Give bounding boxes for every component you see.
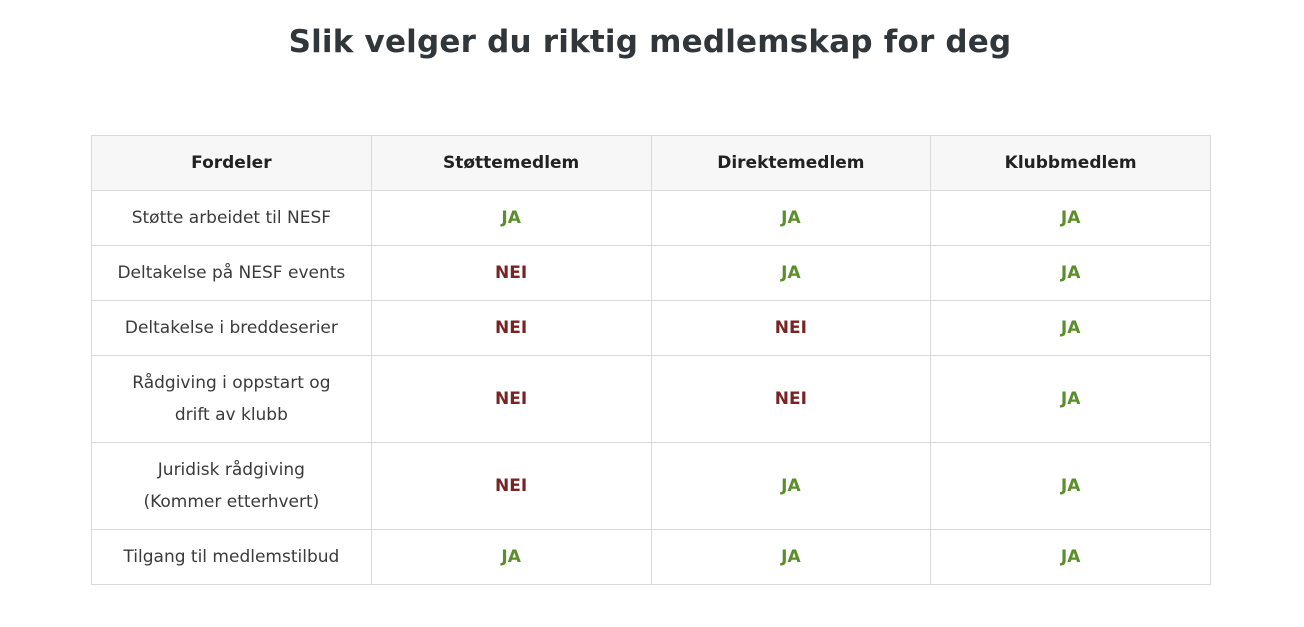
value-cell: NEI [370, 442, 652, 530]
benefit-label-line: Juridisk rådgiving [157, 460, 305, 480]
value-cell: JA [650, 190, 932, 246]
value-cell: JA [370, 190, 652, 246]
membership-value: JA [501, 208, 521, 228]
page-title: Slik velger du riktig medlemskap for deg [288, 24, 1012, 60]
benefit-cell: Deltakelse i breddeserier [91, 300, 372, 356]
value-cell: JA [930, 190, 1211, 246]
value-cell: NEI [370, 300, 652, 356]
value-cell: NEI [370, 245, 652, 301]
membership-value: JA [781, 476, 801, 496]
value-cell: JA [930, 442, 1211, 530]
table-row: Støtte arbeidet til NESF JA JA JA [91, 190, 1211, 246]
benefit-label: Støtte arbeidet til NESF [131, 208, 332, 228]
value-cell: JA [930, 245, 1211, 301]
membership-value: JA [1060, 389, 1081, 409]
membership-comparison-table: Fordeler Støttemedlem Direktemedlem Klub… [91, 135, 1211, 585]
value-cell: JA [930, 300, 1211, 356]
table-row: Rådgiving i oppstart og drift av klubb NE… [91, 355, 1211, 443]
membership-value: JA [501, 547, 521, 567]
value-cell: JA [930, 355, 1211, 443]
benefit-label: Deltakelse på NESF events [117, 263, 346, 283]
benefit-label-line: (Kommer etterhvert) [143, 492, 320, 512]
table-row: Tilgang til medlemstilbud JA JA JA [91, 529, 1211, 585]
membership-value: JA [1060, 263, 1081, 283]
benefit-label: Tilgang til medlemstilbud [123, 547, 340, 567]
table-row: Deltakelse i breddeserier NEI NEI JA [91, 300, 1211, 356]
membership-value: NEI [495, 476, 528, 496]
benefit-cell: Rådgiving i oppstart og drift av klubb [91, 355, 372, 443]
membership-value: JA [1060, 318, 1081, 338]
membership-value: NEI [774, 389, 807, 409]
membership-value: NEI [495, 318, 528, 338]
benefit-cell: Juridisk rådgiving (Kommer etterhvert) [91, 442, 372, 530]
header-benefits: Fordeler [91, 135, 372, 191]
benefit-cell: Tilgang til medlemstilbud [91, 529, 372, 585]
value-cell: NEI [650, 355, 932, 443]
benefit-label-line: drift av klubb [174, 405, 288, 425]
benefit-cell: Støtte arbeidet til NESF [91, 190, 372, 246]
membership-value: JA [1060, 547, 1081, 567]
benefit-cell: Deltakelse på NESF events [91, 245, 372, 301]
membership-value: NEI [774, 318, 807, 338]
membership-value: NEI [495, 389, 528, 409]
membership-value: JA [1060, 476, 1081, 496]
value-cell: JA [650, 529, 932, 585]
benefit-label-line: Rådgiving i oppstart og [132, 373, 331, 393]
membership-value: NEI [495, 263, 528, 283]
table-row: Juridisk rådgiving (Kommer etterhvert) NE… [91, 442, 1211, 530]
header-support-member: Støttemedlem [370, 135, 652, 191]
membership-value: JA [781, 263, 801, 283]
value-cell: NEI [650, 300, 932, 356]
value-cell: JA [370, 529, 652, 585]
value-cell: JA [650, 245, 932, 301]
header-club-member: Klubbmedlem [930, 135, 1211, 191]
value-cell: JA [650, 442, 932, 530]
header-direct-member: Direktemedlem [650, 135, 932, 191]
value-cell: JA [930, 529, 1211, 585]
benefit-label: Deltakelse i breddeserier [124, 318, 338, 338]
membership-value: JA [781, 208, 801, 228]
table-row: Deltakelse på NESF events NEI JA JA [91, 245, 1211, 301]
membership-value: JA [781, 547, 801, 567]
membership-value: JA [1060, 208, 1081, 228]
value-cell: NEI [370, 355, 652, 443]
table-header-row: Fordeler Støttemedlem Direktemedlem Klub… [91, 135, 1211, 191]
